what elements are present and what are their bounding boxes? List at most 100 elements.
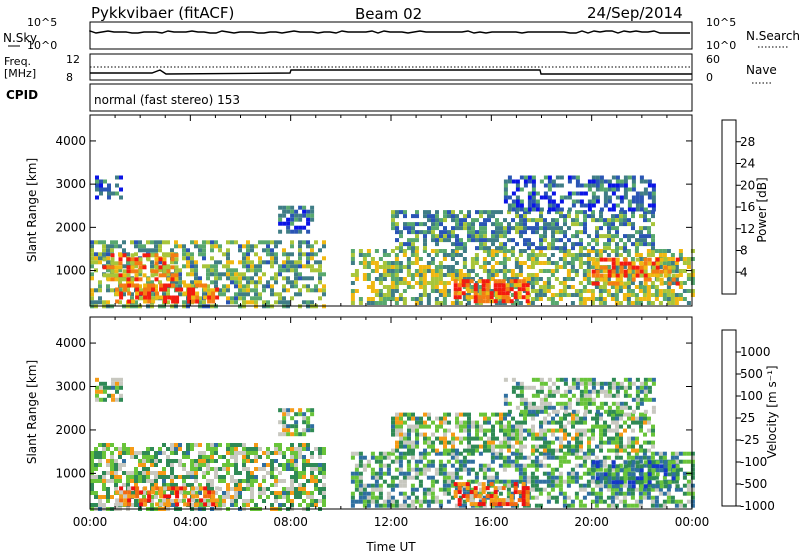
heatmap-cell: [90, 256, 94, 261]
heatmap-cell: [453, 482, 458, 487]
heatmap-cell: [523, 222, 527, 227]
heatmap-cell: [306, 479, 310, 483]
heatmap-cell: [599, 257, 604, 262]
heatmap-cell: [479, 246, 483, 251]
heatmap-cell: [511, 199, 516, 204]
heatmap-cell: [611, 381, 616, 386]
heatmap-cell: [506, 491, 511, 496]
heatmap-cell: [218, 276, 222, 281]
heatmap-cell: [482, 257, 487, 261]
heatmap-cell: [535, 222, 539, 227]
heatmap-cell: [178, 268, 182, 273]
heatmap-cell: [314, 284, 318, 289]
heatmap-cell: [543, 416, 547, 421]
heatmap-cell: [502, 467, 507, 472]
heatmap-cell: [111, 377, 115, 382]
heatmap-cell: [527, 179, 532, 184]
heatmap-cell: [402, 491, 407, 496]
heatmap-cell: [465, 287, 470, 292]
heatmap-cell: [226, 256, 230, 261]
heatmap-cell: [619, 222, 623, 227]
heatmap-cell: [662, 249, 667, 253]
heatmap-cell: [610, 499, 615, 504]
heatmap-cell: [207, 502, 212, 507]
heatmap-cell: [638, 499, 643, 504]
heatmap-cell: [150, 495, 154, 499]
heatmap-cell: [623, 187, 628, 192]
heatmap-cell: [406, 495, 411, 500]
heatmap-cell: [570, 265, 575, 269]
heatmap-cell: [559, 199, 564, 204]
heatmap-cell: [627, 261, 632, 266]
heatmap-cell: [131, 283, 136, 288]
heatmap-cell: [166, 253, 171, 258]
heatmap-cell: [571, 424, 575, 429]
heatmap-cell: [647, 277, 652, 282]
heatmap-cell: [467, 226, 471, 231]
heatmap-cell: [534, 289, 539, 293]
heatmap-cell: [547, 444, 551, 449]
heatmap-cell: [190, 447, 194, 451]
heatmap-cell: [517, 291, 522, 296]
heatmap-cell: [142, 253, 147, 258]
heatmap-cell: [206, 264, 210, 269]
heatmap-cell: [114, 269, 119, 274]
heatmap-cell: [286, 252, 290, 257]
heatmap-cell: [638, 491, 643, 496]
heatmap-cell: [607, 464, 612, 469]
heatmap-cell: [403, 226, 407, 231]
heatmap-cell: [606, 293, 611, 297]
heatmap-cell: [210, 264, 214, 269]
heatmap-cell: [395, 444, 399, 449]
heatmap-cell: [290, 244, 294, 249]
colorbar-tick-label: -100: [740, 455, 767, 469]
heatmap-cell: [627, 199, 632, 204]
heatmap-cell: [98, 499, 102, 503]
heatmap-cell: [578, 293, 583, 297]
heatmap-cell: [555, 436, 559, 441]
heatmap-cell: [494, 253, 499, 257]
heatmap-cell: [407, 226, 411, 231]
heatmap-cell: [390, 285, 395, 289]
heatmap-cell: [350, 249, 355, 253]
heatmap-cell: [382, 503, 387, 508]
heatmap-cell: [650, 281, 655, 285]
heatmap-cell: [575, 179, 580, 184]
heatmap-cell: [631, 412, 635, 417]
heatmap-cell: [442, 293, 447, 297]
heatmap-cell: [443, 214, 447, 219]
heatmap-cell: [114, 487, 118, 491]
heatmap-cell: [290, 284, 294, 289]
heatmap-cell: [90, 292, 94, 297]
heatmap-cell: [631, 210, 635, 215]
heatmap-cell: [286, 491, 290, 495]
heatmap-cell: [539, 381, 544, 386]
heatmap-cell: [571, 444, 575, 449]
heatmap-cell: [638, 459, 643, 464]
heatmap-cell: [489, 291, 494, 296]
heatmap-cell: [534, 463, 539, 468]
heatmap-cell: [459, 436, 463, 441]
heatmap-cell: [98, 503, 102, 507]
heatmap-cell: [626, 463, 631, 468]
heatmap-cell: [362, 483, 367, 488]
heatmap-cell: [186, 447, 190, 451]
heatmap-cell: [318, 264, 322, 269]
heatmap-cell: [90, 296, 94, 301]
heatmap-cell: [546, 499, 551, 504]
heatmap-cell: [507, 448, 511, 453]
heatmap-cell: [686, 273, 691, 277]
heatmap-cell: [178, 499, 182, 503]
heatmap-cell: [551, 207, 556, 212]
heatmap-cell: [202, 459, 206, 463]
heatmap-cell: [473, 502, 478, 507]
heatmap-cell: [490, 455, 495, 460]
heatmap-cell: [422, 269, 427, 273]
heatmap-cell: [422, 281, 427, 285]
heatmap-cell: [486, 483, 491, 488]
heatmap-cell: [483, 222, 487, 227]
heatmap-cell: [194, 240, 198, 245]
heatmap-cell: [467, 448, 471, 453]
heatmap-cell: [466, 471, 471, 476]
heatmap-cell: [174, 273, 179, 278]
